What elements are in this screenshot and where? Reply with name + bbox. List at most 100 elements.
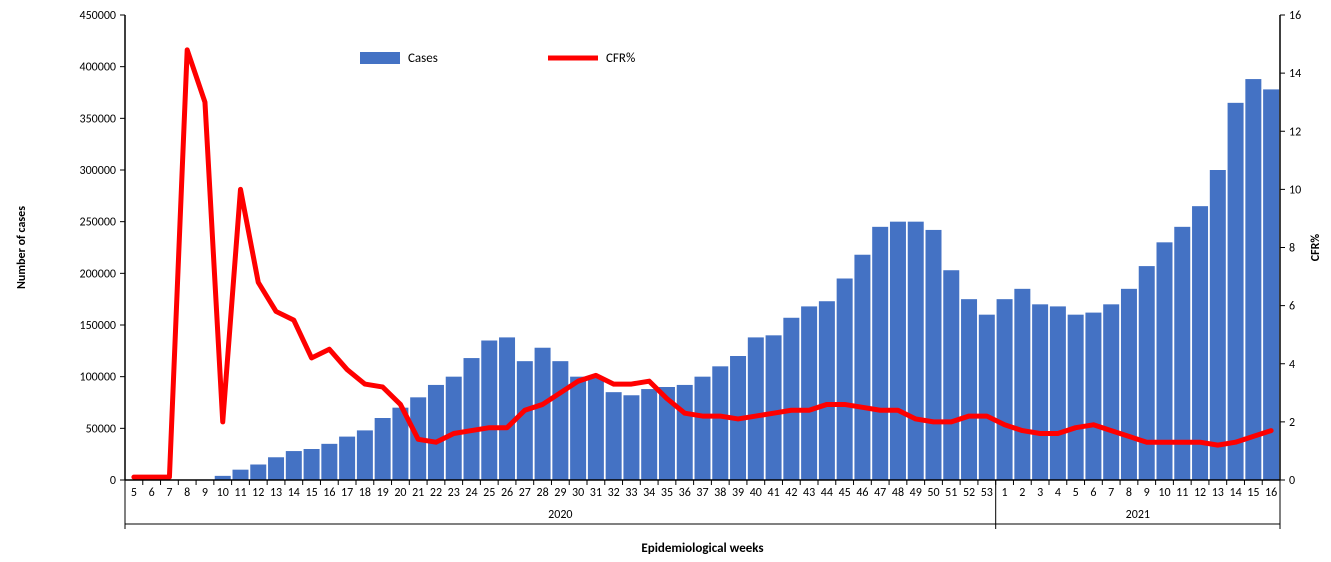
y-left-title: Number of cases	[15, 206, 29, 289]
y-right-tick-label: 14	[1289, 67, 1301, 81]
x-tick-label: 16	[323, 486, 335, 500]
x-tick-label: 30	[572, 486, 584, 500]
x-tick-label: 33	[625, 486, 637, 500]
x-tick-label: 27	[519, 486, 531, 500]
x-group-label: 2020	[548, 508, 572, 522]
x-tick-label: 25	[483, 486, 495, 500]
y-left-tick-label: 100000	[80, 371, 117, 385]
bar	[1085, 313, 1101, 480]
x-tick-label: 21	[412, 486, 424, 500]
x-tick-label: 9	[202, 486, 208, 500]
x-tick-label: 10	[217, 486, 229, 500]
y-right-tick-label: 6	[1289, 300, 1295, 314]
bar	[481, 341, 497, 481]
x-tick-label: 15	[1247, 486, 1259, 500]
x-tick-label: 20	[394, 486, 406, 500]
bar	[446, 377, 462, 480]
x-tick-label: 29	[554, 486, 566, 500]
bar	[979, 315, 995, 480]
bar	[428, 385, 444, 480]
x-tick-label: 52	[963, 486, 975, 500]
bar	[464, 358, 480, 480]
x-tick-label: 19	[377, 486, 389, 500]
bar	[606, 392, 622, 480]
x-tick-label: 53	[981, 486, 993, 500]
x-tick-label: 6	[1090, 486, 1096, 500]
legend-label: Cases	[408, 51, 438, 66]
x-tick-label: 45	[839, 486, 851, 500]
bar	[499, 337, 515, 480]
bar	[1050, 306, 1066, 480]
x-tick-label: 51	[945, 486, 957, 500]
x-tick-label: 49	[910, 486, 922, 500]
bar	[1192, 206, 1208, 480]
bar	[926, 230, 942, 480]
x-tick-label: 38	[714, 486, 726, 500]
x-tick-label: 39	[732, 486, 744, 500]
y-left-tick-label: 150000	[80, 319, 117, 333]
x-tick-label: 24	[465, 486, 477, 500]
x-tick-label: 17	[341, 486, 353, 500]
y-left-tick-label: 450000	[80, 9, 117, 23]
bar	[233, 470, 249, 480]
x-tick-label: 41	[767, 486, 779, 500]
legend-swatch-bar	[360, 52, 400, 64]
x-tick-label: 12	[1194, 486, 1206, 500]
bar	[250, 465, 266, 481]
y-right-tick-label: 4	[1289, 358, 1295, 372]
x-tick-label: 1	[1002, 486, 1008, 500]
bar	[552, 361, 568, 480]
y-left-tick-label: 250000	[80, 216, 117, 230]
epi-chart: 0500001000001500002000002500003000003500…	[0, 0, 1331, 562]
bar	[517, 361, 533, 480]
x-tick-label: 2	[1019, 486, 1025, 500]
x-tick-label: 42	[785, 486, 797, 500]
bar	[854, 255, 870, 480]
bar	[837, 279, 853, 481]
x-tick-label: 36	[679, 486, 691, 500]
bar	[623, 395, 639, 480]
x-tick-label: 10	[1158, 486, 1170, 500]
x-tick-label: 8	[184, 486, 190, 500]
y-right-tick-label: 2	[1289, 416, 1295, 430]
x-tick-label: 15	[305, 486, 317, 500]
y-right-tick-label: 8	[1289, 242, 1295, 256]
bar	[268, 457, 284, 480]
x-tick-label: 23	[448, 486, 460, 500]
bar	[588, 377, 604, 480]
bar	[1263, 89, 1279, 480]
bar	[819, 301, 835, 480]
x-tick-label: 13	[1212, 486, 1224, 500]
x-tick-label: 35	[661, 486, 673, 500]
bar	[997, 299, 1013, 480]
bar	[943, 270, 959, 480]
x-tick-label: 9	[1144, 486, 1150, 500]
bar	[286, 451, 302, 480]
bar	[1245, 79, 1261, 480]
y-left-tick-label: 200000	[80, 267, 117, 281]
x-tick-label: 7	[166, 486, 172, 500]
x-tick-label: 47	[874, 486, 886, 500]
bar	[1210, 170, 1226, 480]
x-tick-label: 8	[1126, 486, 1132, 500]
bar	[570, 377, 586, 480]
x-tick-label: 37	[696, 486, 708, 500]
y-left-tick-label: 350000	[80, 112, 117, 126]
x-tick-label: 26	[501, 486, 513, 500]
bar	[961, 299, 977, 480]
x-tick-label: 5	[1073, 486, 1079, 500]
x-tick-label: 43	[803, 486, 815, 500]
bar	[872, 227, 888, 480]
x-tick-label: 50	[927, 486, 939, 500]
x-tick-label: 28	[536, 486, 548, 500]
x-tick-label: 22	[430, 486, 442, 500]
x-tick-label: 13	[270, 486, 282, 500]
y-left-tick-label: 400000	[80, 61, 117, 75]
bar	[766, 335, 782, 480]
x-tick-label: 40	[750, 486, 762, 500]
bar	[712, 366, 728, 480]
bar	[357, 430, 373, 480]
bar	[1139, 266, 1155, 480]
x-tick-label: 6	[149, 486, 155, 500]
x-tick-label: 11	[1176, 486, 1188, 500]
